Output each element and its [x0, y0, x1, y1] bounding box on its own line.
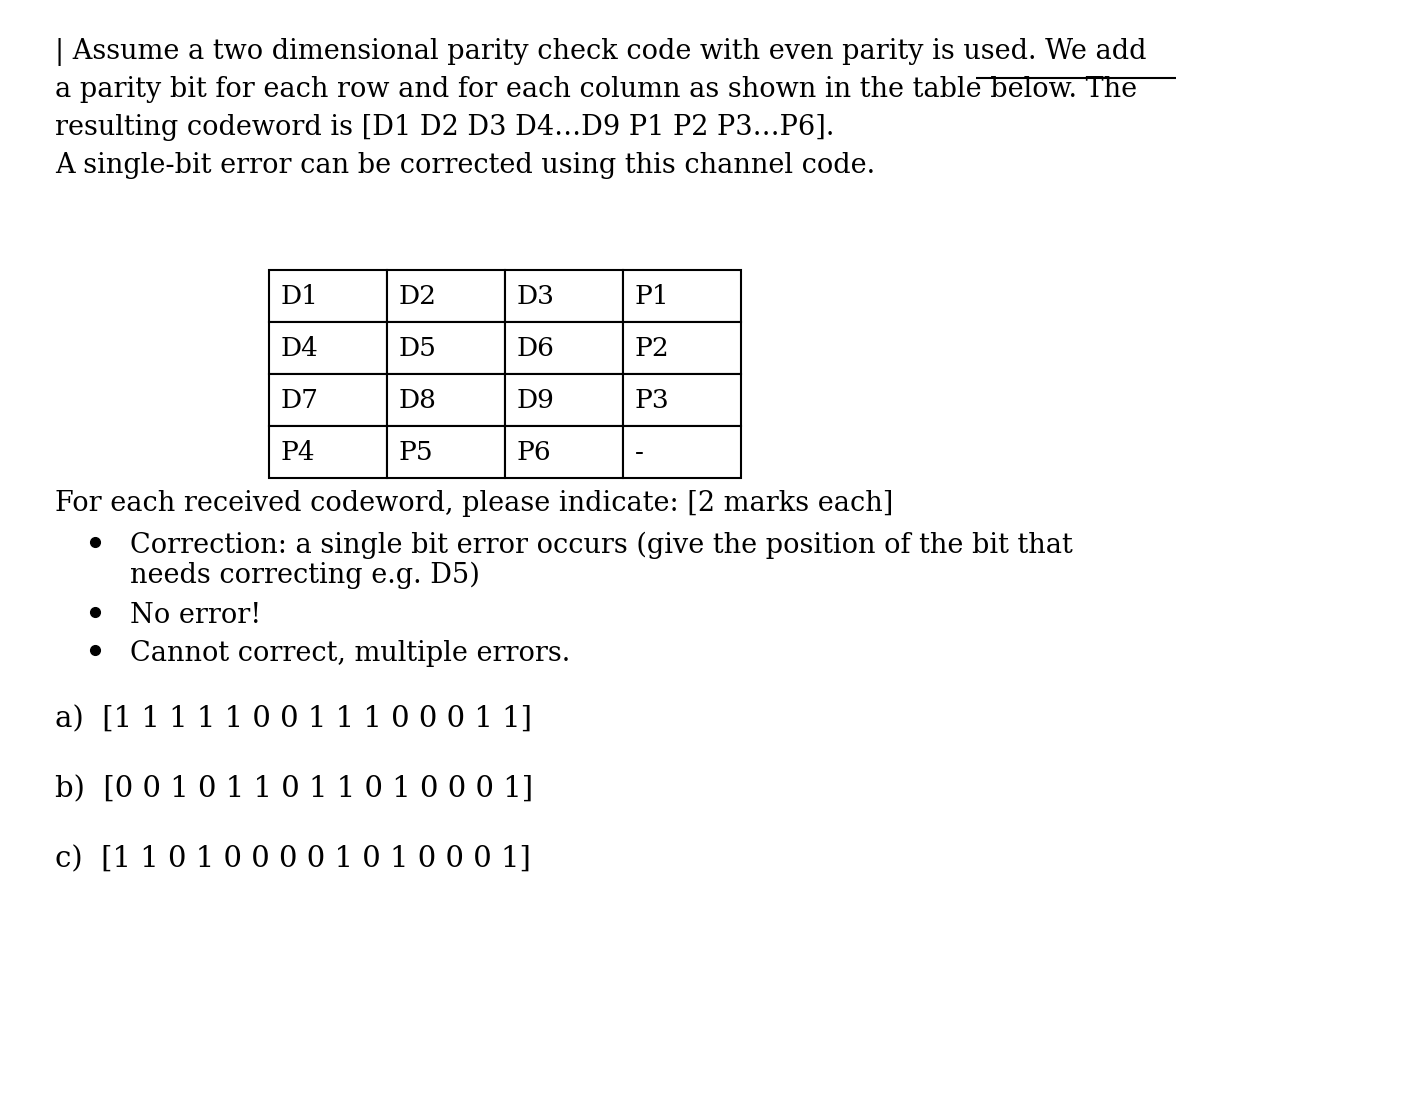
Bar — [387, 270, 504, 322]
Text: -: - — [635, 440, 644, 464]
Bar — [623, 322, 741, 373]
Text: D7: D7 — [280, 388, 318, 412]
Text: A single-bit error can be corrected using this channel code.: A single-bit error can be corrected usin… — [55, 152, 875, 179]
Bar — [623, 373, 741, 427]
Bar — [623, 270, 741, 322]
Text: P1: P1 — [635, 284, 669, 308]
Bar — [504, 322, 623, 373]
Text: P5: P5 — [399, 440, 434, 464]
Text: needs correcting e.g. D5): needs correcting e.g. D5) — [130, 562, 480, 589]
Text: c)  [1 1 0 1 0 0 0 0 1 0 1 0 0 0 1]: c) [1 1 0 1 0 0 0 0 1 0 1 0 0 0 1] — [55, 845, 531, 873]
Text: a parity bit for each row and for each column as shown in the table below. The: a parity bit for each row and for each c… — [55, 76, 1137, 103]
Bar — [269, 373, 387, 427]
Text: D1: D1 — [280, 284, 318, 308]
Text: D6: D6 — [517, 336, 555, 360]
Text: P3: P3 — [635, 388, 669, 412]
Bar — [269, 322, 387, 373]
Text: No error!: No error! — [130, 602, 261, 629]
Text: Cannot correct, multiple errors.: Cannot correct, multiple errors. — [130, 640, 571, 667]
Text: D3: D3 — [517, 284, 555, 308]
Bar — [387, 427, 504, 478]
Text: a)  [1 1 1 1 1 0 0 1 1 1 0 0 0 1 1]: a) [1 1 1 1 1 0 0 1 1 1 0 0 0 1 1] — [55, 705, 533, 733]
Bar — [387, 322, 504, 373]
Bar — [504, 373, 623, 427]
Text: b)  [0 0 1 0 1 1 0 1 1 0 1 0 0 0 1]: b) [0 0 1 0 1 1 0 1 1 0 1 0 0 0 1] — [55, 775, 533, 803]
Text: D4: D4 — [280, 336, 318, 360]
Text: P6: P6 — [517, 440, 552, 464]
Text: D5: D5 — [399, 336, 437, 360]
Bar — [269, 427, 387, 478]
Bar — [269, 270, 387, 322]
Text: P2: P2 — [635, 336, 669, 360]
Bar — [504, 427, 623, 478]
Text: D8: D8 — [399, 388, 437, 412]
Text: resulting codeword is [D1 D2 D3 D4…D9 P1 P2 P3…P6].: resulting codeword is [D1 D2 D3 D4…D9 P1… — [55, 114, 834, 141]
Text: P4: P4 — [280, 440, 316, 464]
Text: D2: D2 — [399, 284, 437, 308]
Bar — [623, 427, 741, 478]
Text: Correction: a single bit error occurs (give the position of the bit that: Correction: a single bit error occurs (g… — [130, 532, 1072, 559]
Text: For each received codeword, please indicate: [2 marks each]: For each received codeword, please indic… — [55, 490, 893, 517]
Bar — [504, 270, 623, 322]
Text: | Assume a two dimensional parity check code with even parity is used. We add: | Assume a two dimensional parity check … — [55, 38, 1147, 66]
Text: D9: D9 — [517, 388, 555, 412]
Bar — [387, 373, 504, 427]
